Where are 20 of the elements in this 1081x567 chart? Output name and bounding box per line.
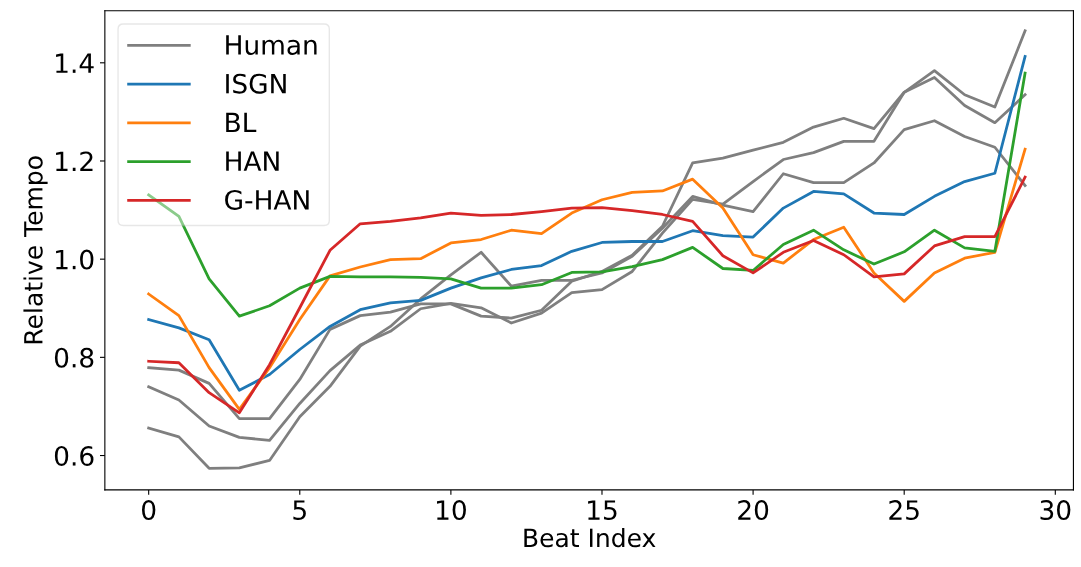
y-tick-label: 0.8 [54,347,94,368]
x-tick-label: 10 [436,500,466,521]
legend-label: BL [226,112,257,133]
legend-label: ISGN [226,73,286,94]
x-tick-label: 20 [738,500,769,521]
x-tick-label: 5 [293,500,306,521]
x-tick-label: 30 [1040,500,1071,521]
y-tick-label: 0.6 [54,445,94,466]
legend-label: G-HAN [225,189,309,210]
y-tick-label: 1.4 [56,53,94,73]
x-axis-title: Beat Index [524,527,656,548]
line-series [147,71,1027,318]
legend-label: Human [226,35,317,55]
y-axis-title: Relative Tempo [23,156,48,344]
x-tick-label: 0 [142,500,156,521]
x-tick-label: 15 [588,500,617,521]
x-tick-label: 25 [889,500,919,521]
y-tick-label: 1.0 [56,249,94,270]
legend-label: HAN [226,151,279,171]
y-tick-label: 1.2 [56,151,93,172]
